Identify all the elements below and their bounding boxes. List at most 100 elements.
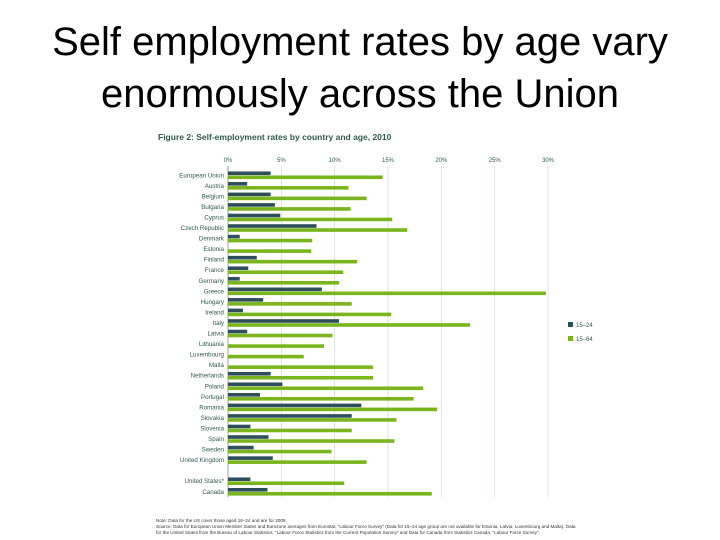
bar-age-15-24 — [228, 298, 264, 302]
bar-age-15-24 — [228, 287, 322, 292]
bar-age-15-24 — [228, 308, 243, 313]
bar-age-15-24 — [228, 319, 339, 323]
bar-age-15-64 — [228, 344, 324, 348]
x-tick-label: 10% — [329, 158, 342, 164]
bar-age-15-24 — [228, 234, 240, 239]
bar-age-15-64 — [228, 312, 392, 317]
bar-age-15-64 — [228, 186, 349, 190]
category-label: Estonia — [203, 246, 224, 253]
bar-age-15-64 — [228, 375, 374, 380]
figure-notes: Note: Data for the US cover those aged 1… — [156, 518, 606, 536]
category-label: France — [205, 267, 225, 274]
bar-age-15-64 — [228, 439, 395, 443]
category-label: Germany — [199, 278, 225, 285]
bar-age-15-24 — [228, 203, 275, 207]
bar-age-15-24 — [228, 255, 257, 260]
category-label: European Union — [179, 172, 224, 179]
figure-title: Figure 2: Self-employment rates by count… — [158, 132, 392, 142]
legend-label: 15–64 — [576, 337, 593, 343]
bar-age-15-64 — [228, 217, 393, 222]
bar-chart: 0% 5% 10% 15% 20% 25% 30% European Union Austria… — [179, 158, 593, 498]
slide-title-line-1: Self employment rates by age vary — [52, 20, 668, 64]
category-label: Lithuania — [199, 341, 225, 348]
bar-age-15-64 — [228, 407, 438, 412]
category-label: Slovenia — [200, 425, 224, 432]
bar-age-15-64 — [228, 333, 333, 338]
bar-age-15-24 — [228, 414, 352, 418]
bar-age-15-24 — [228, 456, 273, 460]
bar-age-15-64 — [228, 249, 312, 253]
bar-age-15-64 — [228, 238, 313, 243]
bar-age-15-64 — [228, 196, 367, 201]
category-label: Ireland — [205, 309, 224, 316]
bar-age-15-24 — [228, 382, 283, 387]
x-tick-label: 25% — [489, 158, 502, 164]
category-label: Canada — [202, 489, 224, 496]
bar-age-15-24 — [228, 182, 248, 186]
category-label: Malta — [209, 362, 225, 369]
figure-note-line: Source: Data for European Union Member S… — [156, 524, 576, 529]
bar-age-15-24 — [228, 435, 269, 439]
bar-age-15-64 — [228, 481, 345, 486]
bar-age-15-64 — [228, 460, 367, 464]
bar-age-15-64 — [228, 207, 351, 211]
bar-age-15-24 — [228, 445, 254, 450]
bar-age-15-24 — [228, 371, 271, 376]
bar-age-15-64 — [228, 428, 352, 433]
bar-age-15-64 — [228, 354, 304, 359]
category-label: Luxembourg — [190, 352, 225, 359]
bar-age-15-24 — [228, 487, 268, 492]
category-label: Greece — [204, 288, 225, 295]
bar-age-15-24 — [228, 224, 317, 228]
bar-age-15-64 — [228, 259, 358, 264]
bar-age-15-24 — [228, 192, 271, 197]
category-label: Poland — [205, 383, 225, 390]
slide-title-line-2: enormously across the Union — [100, 72, 620, 116]
category-label: Finland — [204, 257, 225, 264]
slide-title: Self employment rates by age vary enormo… — [20, 16, 700, 120]
category-label: Netherlands — [191, 373, 224, 380]
category-label: Belgium — [202, 193, 224, 200]
bar-age-15-24 — [228, 393, 260, 397]
bar-age-15-24 — [228, 171, 271, 176]
category-label: Czech Republic — [181, 225, 224, 232]
legend-swatch — [568, 322, 573, 327]
x-tick-label: 30% — [542, 158, 555, 164]
bar-age-15-24 — [228, 477, 251, 482]
bar-age-15-24 — [228, 403, 362, 408]
bar-age-15-64 — [228, 386, 424, 391]
bar-age-15-64 — [228, 302, 352, 306]
figure-note-line: Note: Data for the US cover those aged 1… — [156, 518, 287, 523]
bar-age-15-24 — [228, 266, 249, 271]
category-label: Slovakia — [201, 415, 225, 422]
x-tick-label: 5% — [277, 158, 286, 164]
x-tick-label: 0% — [224, 158, 233, 164]
bar-age-15-64 — [228, 280, 339, 285]
category-label: Romania — [199, 404, 224, 411]
category-label: Denmark — [199, 236, 225, 243]
category-label: Spain — [208, 436, 224, 443]
x-tick-label: 20% — [435, 158, 448, 164]
bar-age-15-64 — [228, 175, 383, 180]
category-label: Austria — [205, 183, 225, 190]
bar-age-15-64 — [228, 365, 374, 369]
bar-age-15-64 — [228, 397, 414, 401]
bar-age-15-64 — [228, 491, 432, 496]
chart-figure: Figure 2: Self-employment rates by count… — [150, 126, 610, 540]
category-label: United Kingdom — [180, 457, 224, 464]
bar-age-15-24 — [228, 424, 251, 429]
bar-age-15-24 — [228, 329, 248, 334]
bar-age-15-64 — [228, 449, 332, 454]
category-label: Italy — [213, 320, 225, 327]
category-label: Bulgaria — [201, 204, 224, 211]
category-label: Hungary — [201, 299, 225, 306]
bar-age-15-24 — [228, 213, 281, 218]
category-label: Portugal — [201, 394, 224, 401]
bar-age-15-64 — [228, 270, 344, 275]
bar-age-15-64 — [228, 418, 397, 422]
legend-swatch — [568, 336, 573, 341]
bar-age-15-64 — [228, 291, 546, 296]
bar-age-15-64 — [228, 228, 408, 232]
bar-age-15-24 — [228, 276, 240, 281]
category-label: Sweden — [202, 447, 225, 454]
